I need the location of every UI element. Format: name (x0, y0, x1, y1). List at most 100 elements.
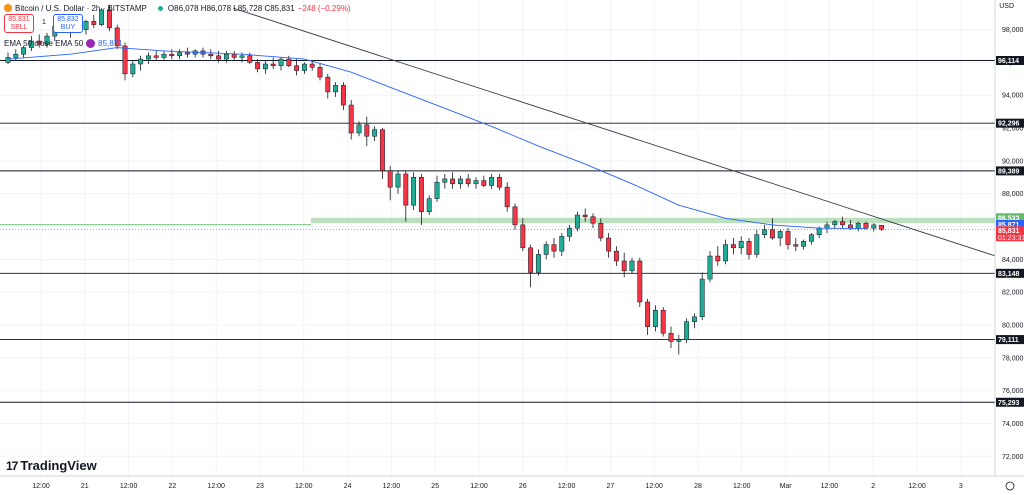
level-price-tag: 96,114 (998, 58, 1019, 65)
price-tick-label: 88,000 (1002, 191, 1024, 198)
time-tick-label: 12:00 (295, 483, 313, 490)
candle-body (637, 260, 643, 303)
ema-price-tag-bg (996, 220, 1024, 230)
time-tick-label: 25 (431, 483, 439, 490)
candle-body (746, 241, 752, 255)
candle-body (691, 316, 697, 322)
level-price-tag-bg (996, 335, 1024, 345)
candle-body (161, 53, 167, 58)
ema-legend[interactable]: EMA 50 close EMA 50 85,871 (4, 39, 123, 48)
level-price-tag: 92,296 (998, 121, 1020, 128)
candle-body (28, 40, 34, 48)
trendline (233, 7, 996, 257)
ema-50-line (7, 47, 867, 230)
candle-body (5, 57, 11, 63)
spread-value: 1 (42, 19, 46, 26)
candle-body (317, 67, 323, 78)
level-price-tag: 89,389 (998, 168, 1020, 175)
candle-body (270, 63, 276, 66)
candle-body (450, 178, 456, 185)
candle-body (621, 260, 627, 272)
candle-body (379, 129, 385, 171)
sell-button[interactable]: 85,831 SELL (4, 14, 34, 33)
price-tick-label: 94,000 (1002, 93, 1024, 100)
time-axis[interactable]: 12:00 21 12:00 22 12:00 23 12:00 24 12:00 25 12:00… (0, 475, 1024, 491)
buy-button[interactable]: 85,832 BUY (53, 14, 83, 33)
candle-body (278, 58, 284, 66)
candle-body (36, 40, 42, 45)
candle-body (645, 301, 651, 327)
time-tick-label: 12:00 (470, 483, 488, 490)
time-tick-label: 26 (519, 483, 527, 490)
candle-body (816, 227, 822, 235)
candle-body (91, 21, 97, 25)
candle-body (286, 58, 292, 66)
candle-body (21, 47, 27, 55)
candle-body (504, 186, 510, 208)
candle-body (301, 63, 307, 71)
candle-body (543, 244, 549, 255)
buy-label: BUY (60, 24, 76, 31)
candle-body (824, 224, 830, 229)
candle-body (122, 45, 128, 75)
price-tick-label: 84,000 (1002, 257, 1024, 264)
indicator-settings-icon[interactable] (86, 39, 96, 48)
candle-body (387, 170, 393, 188)
candle-body (216, 55, 222, 60)
candle-body (496, 177, 502, 188)
candle-body (442, 178, 448, 183)
candle-body (169, 53, 175, 57)
ema-value: 85,871 (98, 39, 123, 48)
candle-body (559, 236, 565, 252)
price-tick-label: 82,000 (1002, 290, 1024, 297)
sell-price: 85,831 (8, 16, 30, 23)
candle-body (847, 224, 853, 229)
candle-body (395, 173, 401, 188)
candle-body (606, 237, 612, 252)
candle-body (723, 244, 729, 262)
candle-body (262, 63, 268, 70)
time-tick-label: 27 (607, 483, 615, 490)
zone-price-tag: 86,533 (998, 215, 1020, 222)
candle-body (660, 309, 666, 334)
candle-body (871, 224, 877, 229)
time-tick-label: 23 (256, 483, 264, 490)
level-price-tag-bg (996, 268, 1024, 278)
candle-body (208, 53, 214, 57)
time-tick-label: 12:00 (821, 483, 839, 490)
candle-body (418, 177, 424, 212)
candle-body (145, 55, 151, 60)
candle-body (707, 255, 713, 280)
time-tick-label: 12:00 (207, 483, 225, 490)
support-zone (0, 217, 995, 226)
candle-body (863, 222, 869, 229)
candle-body (325, 76, 331, 93)
time-tick-label: 12:00 (32, 483, 50, 490)
time-tick-label: 24 (344, 483, 352, 490)
candle-body (356, 124, 362, 134)
level-price-tag: 75,293 (998, 400, 1020, 407)
price-tick-label: 98,000 (1002, 27, 1024, 34)
candle-body (808, 234, 814, 242)
time-tick-label: 21 (81, 483, 89, 490)
candle-body (333, 85, 339, 93)
sell-label: SELL (10, 24, 28, 31)
time-tick-label: 3 (959, 483, 963, 490)
candle-body (769, 229, 775, 239)
candle-body (832, 221, 838, 226)
tradingview-logo-icon: 17 (6, 458, 18, 473)
ema-line (7, 47, 867, 230)
candle-body (340, 85, 346, 106)
candle-body (754, 234, 760, 255)
chart-legend: Bitcoin / U.S. Dollar · 2h · BITSTAMP O8… (4, 2, 351, 14)
symbol-title[interactable]: Bitcoin / U.S. Dollar · 2h · BITSTAMP (15, 3, 147, 13)
currency-label[interactable]: USD (999, 3, 1014, 10)
candle-body (762, 229, 768, 235)
candle-body (715, 255, 721, 262)
candle-body (777, 231, 783, 239)
ema-price-tag: 85,871 (998, 222, 1020, 229)
time-tick-label: 12:00 (383, 483, 401, 490)
candle-body (114, 27, 120, 47)
level-price-tag-bg (996, 397, 1024, 407)
